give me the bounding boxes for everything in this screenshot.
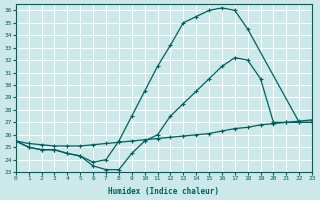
X-axis label: Humidex (Indice chaleur): Humidex (Indice chaleur): [108, 187, 220, 196]
